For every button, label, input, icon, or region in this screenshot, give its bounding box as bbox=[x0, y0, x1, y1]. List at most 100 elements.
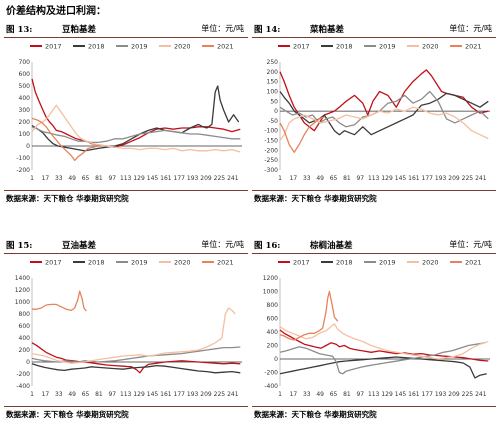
series-line-2019 bbox=[279, 342, 486, 375]
x-tick-label: 145 bbox=[395, 391, 407, 398]
y-tick-label: -300 bbox=[264, 167, 278, 174]
y-tick-label: -50 bbox=[268, 118, 278, 125]
x-tick-label: 33 bbox=[303, 391, 311, 398]
data-source: 数据来源：天下粮仓 华泰期货研究院 bbox=[254, 194, 377, 203]
figure-number: 图 13: bbox=[6, 25, 33, 35]
x-tick-label: 49 bbox=[316, 391, 324, 398]
x-tick-label: 241 bbox=[475, 175, 487, 182]
x-tick-label: 97 bbox=[356, 391, 364, 398]
series-line-2017 bbox=[279, 329, 489, 362]
x-tick-label: 129 bbox=[133, 175, 145, 182]
y-tick-label: 800 bbox=[19, 311, 31, 318]
header-rule bbox=[4, 37, 248, 38]
y-tick-label: 150 bbox=[267, 79, 279, 86]
x-tick-label: 65 bbox=[82, 391, 90, 398]
x-tick-label: 49 bbox=[316, 175, 324, 182]
figure-number: 图 15: bbox=[6, 241, 33, 251]
legend-label-2019: 2019 bbox=[131, 43, 148, 51]
series-line-2019 bbox=[31, 126, 241, 144]
y-tick-label: 1200 bbox=[15, 287, 30, 294]
y-tick-label: 400 bbox=[267, 329, 279, 336]
soyoil-basis-chart: 2017 2018 2019 2020 2021 -400 -200 0 200 400 600 80… bbox=[15, 259, 242, 398]
x-tick-label: 225 bbox=[462, 175, 474, 182]
chart-panel-palm-oil-basis: 图 16: 棕榈油基差 单位：元/吨 2017 2018 2019 2020 2021 -… bbox=[252, 238, 496, 422]
y-tick-label: 0 bbox=[274, 108, 278, 115]
x-tick-label: 33 bbox=[55, 391, 63, 398]
figure-title: 棕榈油基差 bbox=[310, 241, 353, 251]
legend-label-2018: 2018 bbox=[88, 259, 105, 267]
data-source: 数据来源：天下粮仓 华泰期货研究院 bbox=[6, 410, 129, 419]
series-line-2017 bbox=[31, 342, 241, 374]
x-tick-label: 17 bbox=[42, 175, 50, 182]
header-rule bbox=[252, 253, 496, 254]
figure-title: 菜粕基差 bbox=[310, 25, 345, 35]
series-line-2018 bbox=[279, 91, 489, 136]
series-line-2020 bbox=[31, 104, 241, 153]
x-tick-label: 193 bbox=[435, 391, 447, 398]
footer-rule bbox=[252, 190, 496, 191]
x-tick-label: 177 bbox=[422, 175, 434, 182]
legend-label-2020: 2020 bbox=[174, 43, 191, 51]
x-tick-label: 1 bbox=[30, 391, 34, 398]
x-tick-label: 177 bbox=[174, 391, 186, 398]
legend: 2017 2018 2019 2020 2021 bbox=[278, 259, 482, 267]
y-tick-label: 1000 bbox=[263, 289, 278, 296]
x-tick-label: 81 bbox=[95, 175, 103, 182]
x-tick-label: 225 bbox=[462, 391, 474, 398]
y-tick-label: 200 bbox=[267, 69, 279, 76]
series-line-2018 bbox=[31, 363, 241, 374]
x-tick-label: 241 bbox=[475, 391, 487, 398]
legend-label-2017: 2017 bbox=[293, 259, 310, 267]
y-tick-label: -200 bbox=[16, 167, 30, 174]
y-tick-label: 600 bbox=[267, 316, 279, 323]
unit-label: 单位：元/吨 bbox=[201, 24, 244, 33]
series-line-2020 bbox=[279, 106, 489, 141]
x-tick-label: 1 bbox=[30, 175, 34, 182]
x-tick-label: 225 bbox=[214, 391, 226, 398]
y-tick-label: -100 bbox=[16, 155, 30, 162]
x-tick-label: 113 bbox=[120, 391, 132, 398]
x-tick-label: 145 bbox=[395, 175, 407, 182]
series-line-2017 bbox=[31, 78, 241, 148]
x-tick-label: 97 bbox=[108, 391, 116, 398]
x-tick-label: 241 bbox=[227, 175, 239, 182]
x-tick-label: 1 bbox=[278, 391, 282, 398]
series-line-2021 bbox=[31, 117, 99, 162]
soymeal-basis-chart: 2017 2018 2019 2020 2021 -200 -100 0 100 200 300 40… bbox=[16, 43, 242, 182]
y-tick-label: 400 bbox=[19, 335, 31, 342]
unit-label: 单位：元/吨 bbox=[449, 240, 492, 249]
x-tick-label: 17 bbox=[290, 175, 298, 182]
x-tick-label: 241 bbox=[227, 391, 239, 398]
legend-label-2018: 2018 bbox=[336, 43, 353, 51]
legend: 2017 2018 2019 2020 2021 bbox=[30, 259, 234, 267]
series-line-2021 bbox=[279, 290, 339, 341]
y-tick-label: 50 bbox=[270, 98, 278, 105]
series-line-2020 bbox=[279, 323, 489, 360]
x-tick-label: 177 bbox=[422, 391, 434, 398]
x-tick-label: 145 bbox=[147, 175, 159, 182]
legend-label-2017: 2017 bbox=[45, 259, 62, 267]
x-tick-label: 145 bbox=[147, 391, 159, 398]
x-tick-label: 161 bbox=[408, 175, 420, 182]
legend-label-2021: 2021 bbox=[465, 43, 482, 51]
y-tick-label: 200 bbox=[19, 119, 31, 126]
x-tick-label: 193 bbox=[435, 175, 447, 182]
x-tick-label: 129 bbox=[381, 391, 393, 398]
chart-panel-soyoil-basis: 图 15: 豆油基差 单位：元/吨 2017 2018 2019 2020 2021 -4… bbox=[4, 238, 248, 422]
series-line-2018 bbox=[31, 85, 240, 152]
y-tick-label: 1200 bbox=[263, 275, 278, 282]
x-tick-label: 129 bbox=[381, 175, 393, 182]
legend-label-2018: 2018 bbox=[336, 259, 353, 267]
legend-label-2019: 2019 bbox=[379, 43, 396, 51]
y-tick-label: -400 bbox=[264, 383, 278, 390]
legend-label-2020: 2020 bbox=[422, 259, 439, 267]
x-tick-label: 65 bbox=[330, 391, 338, 398]
y-tick-label: 400 bbox=[19, 95, 31, 102]
y-tick-label: 300 bbox=[19, 107, 31, 114]
x-tick-label: 81 bbox=[343, 175, 351, 182]
series-line-2021 bbox=[279, 116, 325, 153]
x-tick-label: 209 bbox=[448, 391, 460, 398]
x-tick-label: 209 bbox=[448, 175, 460, 182]
x-tick-label: 65 bbox=[82, 175, 90, 182]
x-tick-label: 193 bbox=[187, 175, 199, 182]
